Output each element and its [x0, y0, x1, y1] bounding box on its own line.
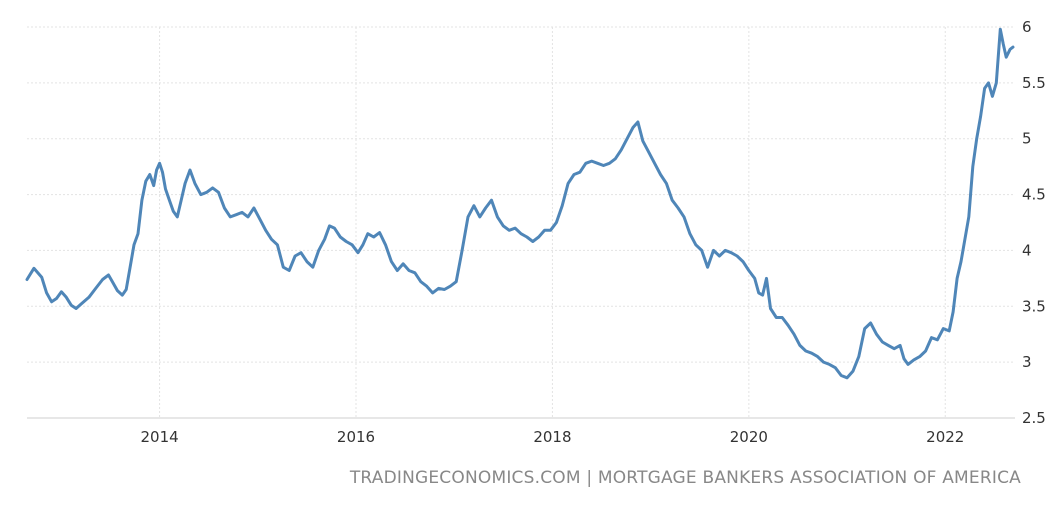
- x-axis-tick-labels: 2014 2016 2018 2020 2022: [140, 428, 964, 446]
- y-tick-label: 5: [1022, 130, 1032, 148]
- y-tick-label: 4.5: [1022, 186, 1046, 204]
- y-tick-label: 3: [1022, 353, 1032, 371]
- y-tick-label: 6: [1022, 18, 1032, 36]
- x-tick-label: 2014: [140, 428, 178, 446]
- source-attribution: TRADINGECONOMICS.COM | MORTGAGE BANKERS …: [349, 468, 1021, 488]
- grid-lines: [27, 26, 1015, 418]
- y-axis-tick-labels: 2.5 3 3.5 4 4.5 5 5.5 6: [1022, 18, 1046, 427]
- y-tick-label: 2.5: [1022, 409, 1046, 427]
- x-tick-label: 2020: [730, 428, 768, 446]
- x-tick-label: 2018: [533, 428, 571, 446]
- y-tick-label: 4: [1022, 241, 1032, 259]
- y-tick-label: 5.5: [1022, 74, 1046, 92]
- x-tick-label: 2022: [926, 428, 964, 446]
- series-line: [25, 27, 1015, 380]
- y-tick-label: 3.5: [1022, 297, 1046, 315]
- series-group: [25, 27, 1015, 380]
- x-tick-label: 2016: [337, 428, 375, 446]
